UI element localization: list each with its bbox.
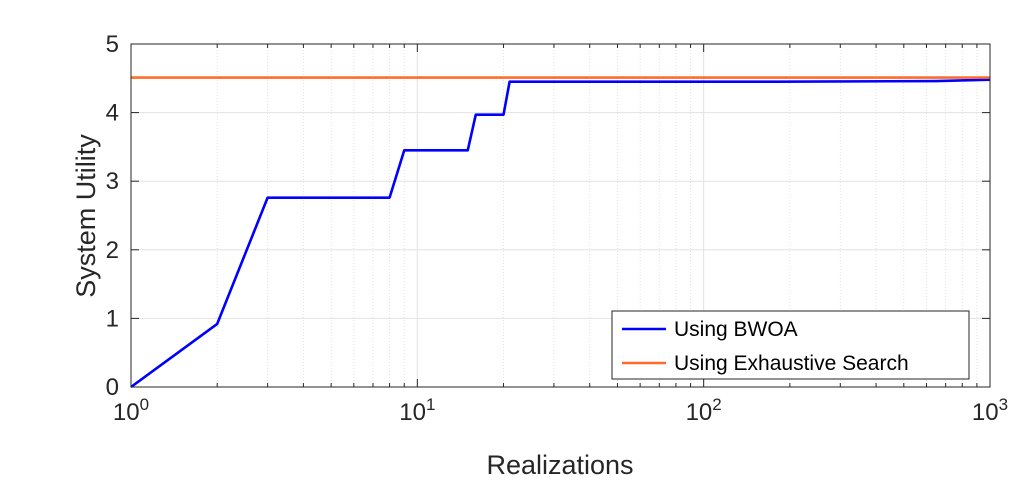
x-tick-label: 103	[972, 395, 1008, 426]
legend-label-bwoa: Using BWOA	[674, 318, 798, 341]
series-line-bwoa	[130, 78, 991, 389]
axis-ticks	[130, 43, 991, 388]
y-axis-label: System Utility	[71, 134, 101, 298]
y-tick-label: 4	[106, 100, 119, 127]
y-tick-label: 0	[106, 374, 119, 401]
plot-frame	[130, 43, 991, 388]
legend: Using BWOA Using Exhaustive Search	[611, 310, 970, 380]
x-tick-label: 100	[113, 395, 149, 426]
series-layer	[130, 76, 991, 389]
y-tick-label: 1	[106, 305, 119, 332]
y-tick-labels: 0 1 2 3 4 5	[106, 31, 119, 401]
y-tick-label: 2	[106, 237, 119, 264]
x-tick-labels: 100 101 102 103	[113, 395, 1008, 426]
legend-box	[611, 310, 970, 380]
x-tick-label: 101	[399, 395, 435, 426]
x-axis-label: Realizations	[486, 450, 633, 480]
y-tick-label: 5	[106, 31, 119, 58]
legend-label-exhaustive: Using Exhaustive Search	[674, 352, 909, 375]
x-tick-label: 102	[686, 395, 722, 426]
y-tick-label: 3	[106, 168, 119, 195]
